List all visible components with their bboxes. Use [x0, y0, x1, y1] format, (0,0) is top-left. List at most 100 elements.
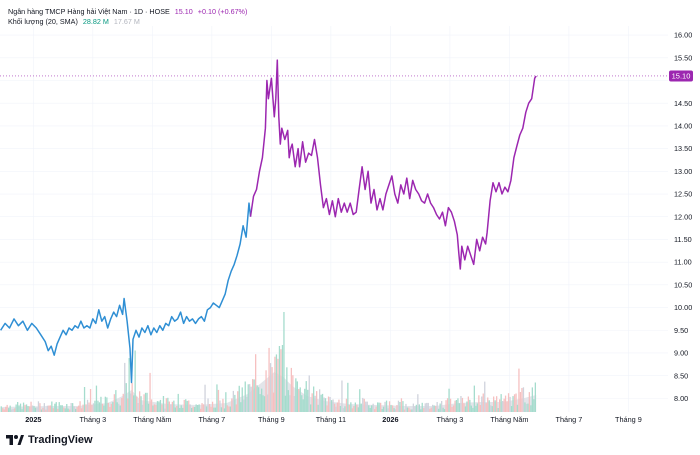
volume-bar — [525, 403, 528, 412]
volume-bar — [415, 404, 417, 412]
volume-bar — [139, 391, 141, 412]
volume-bar — [28, 406, 31, 412]
volume-bar — [504, 395, 507, 412]
volume-bar — [497, 408, 499, 412]
volume-bar — [311, 393, 313, 412]
volume-bar — [321, 393, 324, 412]
price-line — [0, 59, 537, 384]
volume-bar — [252, 379, 254, 412]
volume-bar — [150, 399, 153, 412]
volume-bar — [353, 406, 355, 412]
volume-bar — [496, 396, 498, 412]
volume-bar — [228, 406, 230, 412]
volume-bar — [433, 405, 435, 412]
symbol-legend[interactable]: Ngân hàng TMCP Hàng hải Việt Nam · 1D · … — [8, 7, 250, 16]
volume-bar — [405, 403, 407, 412]
volume-bar — [37, 401, 40, 412]
volume-bar — [263, 396, 266, 412]
volume-bar — [101, 403, 104, 412]
volume-bar — [155, 404, 157, 412]
volume-bar — [61, 405, 63, 412]
volume-bar — [197, 405, 199, 412]
time-axis[interactable]: 2025 Tháng 3 Tháng Năm Tháng 7 Tháng 9 Tháng … — [25, 415, 642, 424]
y-tick-label: 9.50 — [674, 326, 688, 335]
volume-bar — [527, 403, 529, 412]
volume-bar — [217, 389, 220, 412]
tradingview-logo[interactable]: TradingView — [6, 433, 93, 447]
volume-bar — [168, 401, 170, 412]
volume-bar — [159, 399, 162, 412]
x-tick-label: Tháng Năm — [133, 415, 171, 424]
volume-bar — [261, 388, 263, 412]
volume-bar — [89, 389, 92, 412]
volume-bar — [250, 386, 252, 412]
volume-bar — [272, 392, 275, 412]
volume-bar — [452, 405, 455, 412]
volume-bar — [356, 404, 358, 412]
volume-bar — [225, 392, 227, 412]
volume-bar — [18, 405, 20, 412]
volume-bar — [247, 384, 249, 412]
volume-bar — [289, 395, 291, 412]
x-tick-label: 2025 — [25, 415, 41, 424]
volume-bar — [177, 393, 179, 412]
volume-bar — [378, 402, 380, 412]
price-axis[interactable]: 16.00 15.50 14.50 14.00 13.50 13.00 12.50 12.00… — [674, 31, 692, 403]
volume-bar — [119, 405, 121, 412]
volume-bar — [198, 404, 200, 412]
volume-bar — [216, 384, 218, 412]
volume-bar — [382, 406, 385, 412]
volume-bar — [293, 396, 295, 412]
volume-bar — [130, 393, 132, 412]
volume-bar — [63, 407, 65, 412]
volume-bar — [493, 396, 495, 412]
volume-bar — [390, 404, 392, 412]
volume-bar — [339, 406, 342, 412]
volume-bar — [161, 404, 163, 412]
volume-bar — [182, 407, 184, 412]
volume-bar — [259, 394, 261, 412]
volume-bar — [507, 393, 510, 412]
volume-bar — [34, 407, 37, 412]
volume-bar — [302, 399, 304, 412]
volume-bar — [24, 404, 26, 412]
volume-bar — [180, 405, 182, 412]
volume-bar — [14, 408, 16, 412]
volume-bar — [278, 346, 281, 412]
volume-bar — [173, 400, 175, 412]
volume-bar — [531, 387, 533, 412]
volume-bar — [484, 381, 486, 412]
volume-legend[interactable]: Khối lượng (20, SMA) 28.82 M 17.67 M — [8, 17, 143, 26]
logo-text: TradingView — [28, 434, 93, 446]
y-tick-label: 11.00 — [674, 258, 692, 267]
volume-bar — [350, 402, 352, 412]
last-price: 15.10 — [174, 7, 193, 16]
volume-bar — [19, 403, 22, 412]
volume-bar — [455, 400, 458, 412]
volume-bar — [124, 362, 126, 412]
volume-bar — [201, 403, 203, 412]
volume-bar — [194, 407, 196, 412]
volume-bar — [502, 401, 504, 412]
volume-bar — [491, 406, 493, 412]
volume-bar — [213, 407, 215, 412]
volume-bar — [0, 406, 2, 412]
volume-bar — [2, 408, 4, 412]
volume-bar — [106, 397, 108, 412]
volume-bar — [234, 394, 236, 412]
volume-bar — [152, 405, 154, 412]
volume-bar — [202, 404, 205, 412]
volume-bar — [426, 402, 428, 412]
volume-bar — [518, 368, 520, 412]
volume-bar — [427, 402, 429, 412]
volume-bar — [109, 406, 111, 412]
volume-bar — [399, 402, 401, 412]
volume-bar — [377, 402, 379, 412]
x-tick-label: Tháng 7 — [198, 415, 225, 424]
volume-bar — [336, 402, 339, 412]
volume-bar — [430, 407, 432, 412]
volume-bar — [266, 394, 269, 412]
volume-bar — [128, 358, 130, 412]
volume-bar — [341, 380, 343, 412]
